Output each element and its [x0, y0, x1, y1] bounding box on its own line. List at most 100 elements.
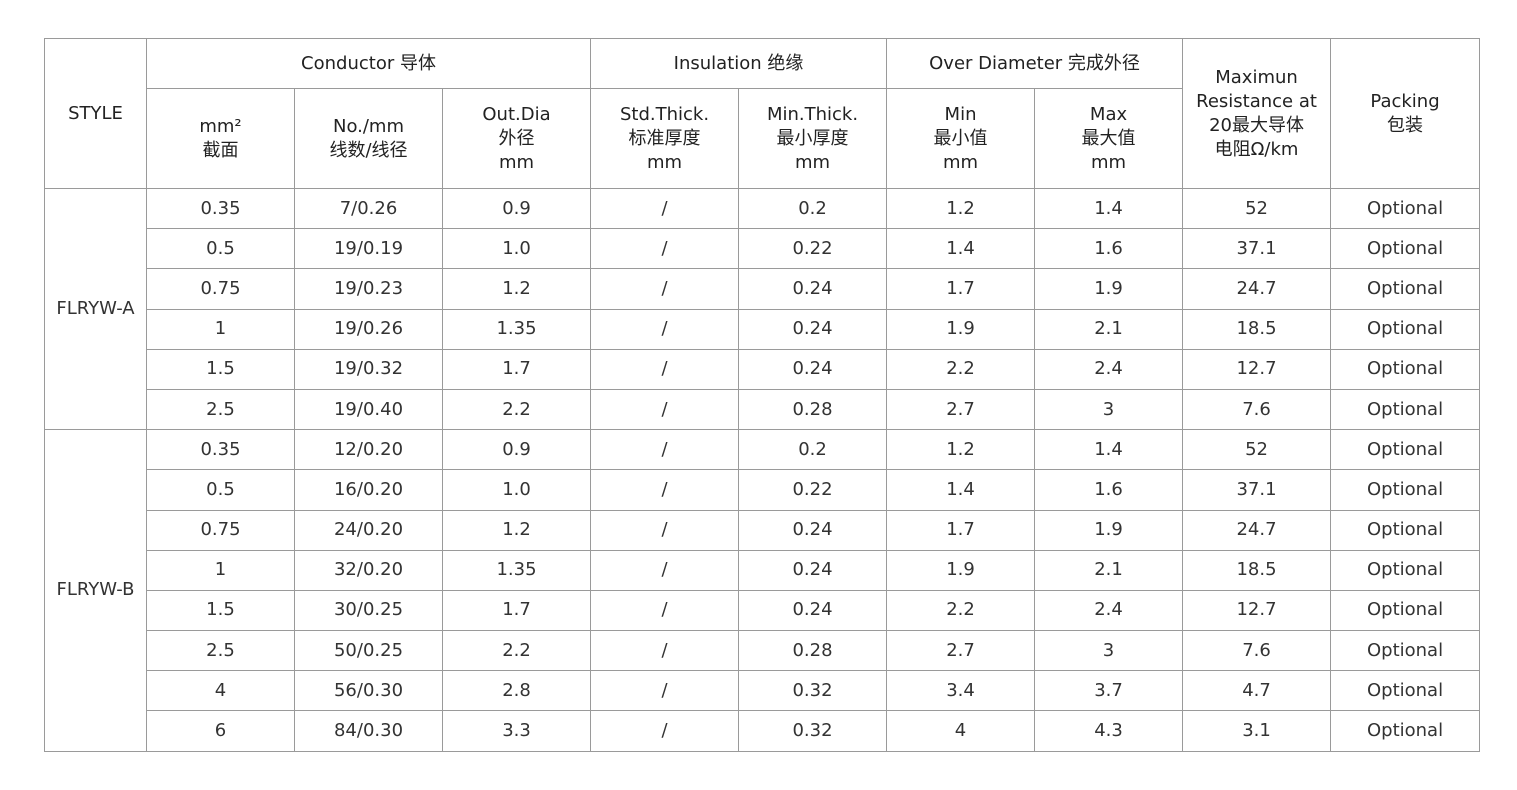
table-cell: /	[590, 348, 740, 390]
table-cell: 0.28	[738, 630, 888, 672]
table-cell: Optional	[1330, 388, 1481, 431]
table-cell: 2.7	[886, 630, 1036, 672]
table-cell: /	[590, 187, 740, 230]
table-cell: 2.5	[146, 388, 295, 431]
table-cell: 2.1	[1034, 308, 1184, 350]
header-out-dia: Out.Dia 外径 mm	[441, 88, 592, 189]
header-resistance: Maximun Resistance at 20最大导体 电阻Ω/km	[1182, 38, 1332, 189]
table-cell: 16/0.20	[294, 469, 443, 511]
table-cell: /	[590, 268, 740, 310]
table-cell: 1.4	[886, 469, 1036, 511]
table-row: 4 56/0.30 2.8/0.32 3.4 3.7 4.7 Optional	[45, 670, 1481, 712]
table-cell: 4	[146, 670, 295, 712]
table-cell: 1.2	[441, 509, 592, 551]
table-cell: 52	[1182, 187, 1332, 230]
header-min-thick: Min.Thick. 最小厚度 mm	[738, 88, 888, 189]
header-over-diameter: Over Diameter 完成外径	[886, 38, 1184, 89]
table-body: FLRYW-A 0.35 7/0.26 0.9/0.2 1.2 1.4 52 Optional…	[44, 187, 1481, 752]
table-cell: /	[590, 670, 740, 712]
table-cell: 37.1	[1182, 469, 1332, 511]
table-cell: 30/0.25	[294, 589, 443, 632]
table-cell: 1.9	[1034, 509, 1184, 551]
table-cell: 0.9	[441, 187, 592, 230]
table-cell: 19/0.26	[294, 308, 443, 350]
table-cell: 0.24	[738, 549, 888, 591]
table-cell: 1.0	[441, 469, 592, 511]
table-cell: 3.1	[1182, 710, 1332, 752]
table-cell: Optional	[1330, 268, 1481, 310]
table-cell: 3	[1034, 388, 1184, 431]
table-cell: Optional	[1330, 429, 1481, 471]
table-cell: Optional	[1330, 630, 1481, 672]
table-cell: Optional	[1330, 589, 1481, 632]
header-area: mm² 截面	[146, 88, 295, 189]
table-cell: 50/0.25	[294, 630, 443, 672]
table-cell: 56/0.30	[294, 670, 443, 712]
table-cell: 2.2	[886, 589, 1036, 632]
table-cell: Optional	[1330, 710, 1481, 752]
table-cell: 24.7	[1182, 268, 1332, 310]
table-cell: 84/0.30	[294, 710, 443, 752]
table-row: 6 84/0.30 3.3/0.32 4 4.3 3.1 Optional	[45, 710, 1481, 752]
table-cell: 52	[1182, 429, 1332, 471]
table-cell: 37.1	[1182, 228, 1332, 270]
table-cell: /	[590, 429, 740, 471]
table-cell: 0.75	[146, 268, 295, 310]
table-cell: 2.7	[886, 388, 1036, 431]
table-cell: 1.5	[146, 589, 295, 632]
table-cell: 12/0.20	[294, 429, 443, 471]
table-cell: 2.2	[441, 388, 592, 431]
table-cell: 19/0.32	[294, 348, 443, 390]
table-cell: Optional	[1330, 509, 1481, 551]
table-cell: 4	[886, 710, 1036, 752]
header-packing: Packing 包装	[1330, 38, 1481, 189]
table-cell: 1.4	[1034, 429, 1184, 471]
table-cell: 3.7	[1034, 670, 1184, 712]
table-row: 2.5 50/0.25 2.2/0.28 2.7 3 7.6 Optional	[45, 630, 1481, 672]
table-cell: 0.24	[738, 268, 888, 310]
table-cell: Optional	[1330, 187, 1481, 230]
table-cell: /	[590, 589, 740, 632]
table-row: 1.5 30/0.25 1.7/0.24 2.2 2.4 12.7 Optional	[45, 589, 1481, 632]
header-insulation: Insulation 绝缘	[590, 38, 888, 89]
table-cell: 1.5	[146, 348, 295, 390]
table-cell: 19/0.40	[294, 388, 443, 431]
table-cell: /	[590, 308, 740, 350]
table-row: 2.5 19/0.40 2.2/0.28 2.7 3 7.6 Optional	[45, 388, 1481, 431]
table-cell: 2.2	[441, 630, 592, 672]
table-cell: Optional	[1330, 670, 1481, 712]
header-strands: No./mm 线数/线径	[294, 88, 443, 189]
table-cell: 0.22	[738, 469, 888, 511]
table-cell: 0.35	[146, 187, 295, 230]
table-cell: 1.7	[886, 509, 1036, 551]
table-cell: 0.5	[146, 469, 295, 511]
table-cell: 3.3	[441, 710, 592, 752]
table-cell: 1.4	[886, 228, 1036, 270]
table-cell: 0.24	[738, 348, 888, 390]
table-cell: /	[590, 710, 740, 752]
table-cell: 1.35	[441, 308, 592, 350]
header-style: STYLE	[44, 38, 147, 189]
table-cell: 24.7	[1182, 509, 1332, 551]
table-row: 1 32/0.20 1.35/0.24 1.9 2.1 18.5 Optional	[45, 549, 1481, 591]
table-cell: 1.35	[441, 549, 592, 591]
header-std-thick: Std.Thick. 标准厚度 mm	[590, 88, 740, 189]
table-cell: 1.0	[441, 228, 592, 270]
table-cell: 2.5	[146, 630, 295, 672]
table-cell: 6	[146, 710, 295, 752]
table-cell: Optional	[1330, 308, 1481, 350]
table-cell: Optional	[1330, 348, 1481, 390]
table-cell: /	[590, 509, 740, 551]
table-cell: 0.2	[738, 187, 888, 230]
style-cell: FLRYW-A	[44, 187, 147, 431]
table-cell: 2.4	[1034, 589, 1184, 632]
table-row: 1 19/0.26 1.35/0.24 1.9 2.1 18.5 Optional	[45, 308, 1481, 350]
table-cell: 0.35	[146, 429, 295, 471]
table-cell: 0.2	[738, 429, 888, 471]
table-cell: 2.8	[441, 670, 592, 712]
table-cell: 19/0.19	[294, 228, 443, 270]
table-row: FLRYW-A 0.35 7/0.26 0.9/0.2 1.2 1.4 52 Optional	[44, 187, 1481, 431]
table-cell: 0.24	[738, 589, 888, 632]
table-cell: 1	[146, 308, 295, 350]
table-cell: 7.6	[1182, 630, 1332, 672]
